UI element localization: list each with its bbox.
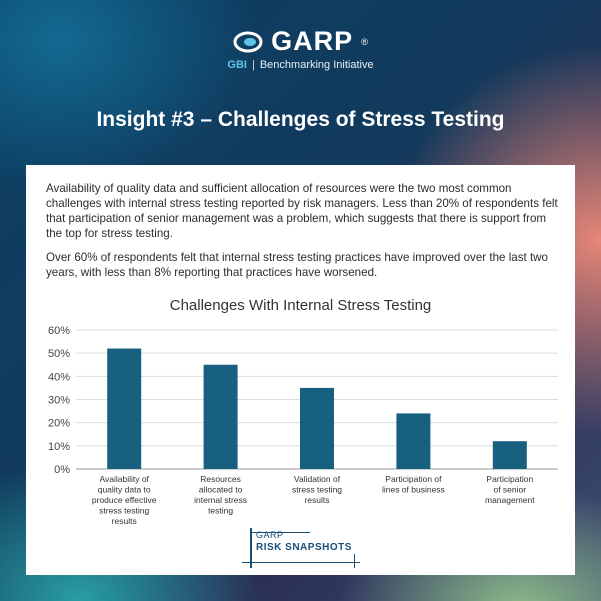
bar-5 — [492, 441, 527, 469]
header: GARP ® GBI | Benchmarking Initiative Ins… — [0, 0, 601, 160]
snapshot-garp: GARP — [256, 530, 284, 540]
content-card: Availability of quality data and suffici… — [26, 165, 575, 575]
y-tick-label: 30% — [48, 395, 70, 407]
paragraph-2: Over 60% of respondents felt that intern… — [46, 251, 549, 279]
bar-1 — [107, 348, 142, 469]
snapshot-top-line — [250, 532, 310, 533]
paragraph-1: Availability of quality data and suffici… — [46, 182, 558, 240]
benchmarking-subtitle: GBI | Benchmarking Initiative — [0, 59, 601, 71]
snapshot-title: RISK SNAPSHOTS — [256, 542, 352, 553]
y-tick-label: 60% — [48, 325, 70, 337]
logo-text: GARP — [271, 26, 354, 56]
y-tick-label: 0% — [54, 464, 70, 476]
x-tick-label: Availability of quality data to produce ef… — [92, 474, 157, 526]
y-tick-label: 40% — [48, 371, 70, 383]
bar-chart: 0% 10% 20% 30% 40% 50% 60% Availability of quali… — [48, 325, 558, 526]
y-tick-label: 20% — [48, 418, 70, 430]
y-tick-label: 50% — [48, 348, 70, 360]
garp-swirl-icon — [233, 31, 263, 52]
x-tick-label: Participation of senior management — [485, 474, 535, 505]
chart-title: Challenges With Internal Stress Testing — [169, 297, 432, 314]
snapshot-vertical-line — [250, 528, 252, 568]
y-tick-label: 10% — [48, 441, 70, 453]
page-title: Insight #3 – Challenges of Stress Testin… — [96, 108, 505, 131]
gbi-code: GBI — [227, 59, 247, 71]
risk-snapshots-logo: GARP RISK SNAPSHOTS — [242, 528, 360, 568]
logo-registered-mark: ® — [361, 36, 368, 47]
subtitle-separator: | — [251, 59, 255, 71]
snapshot-right-tick — [354, 554, 355, 568]
bar-2 — [203, 364, 238, 469]
snapshot-bottom-line — [242, 562, 360, 563]
x-tick-label: Participation of lines of business — [382, 474, 445, 495]
bar-3 — [300, 387, 334, 469]
bar-4 — [396, 413, 431, 469]
x-tick-label: Validation of stress testing results — [292, 474, 342, 505]
x-tick-label: Resources allocated to internal stress test… — [194, 474, 247, 516]
garp-logo: GARP ® — [0, 26, 601, 57]
gbi-name: Benchmarking Initiative — [259, 59, 374, 71]
